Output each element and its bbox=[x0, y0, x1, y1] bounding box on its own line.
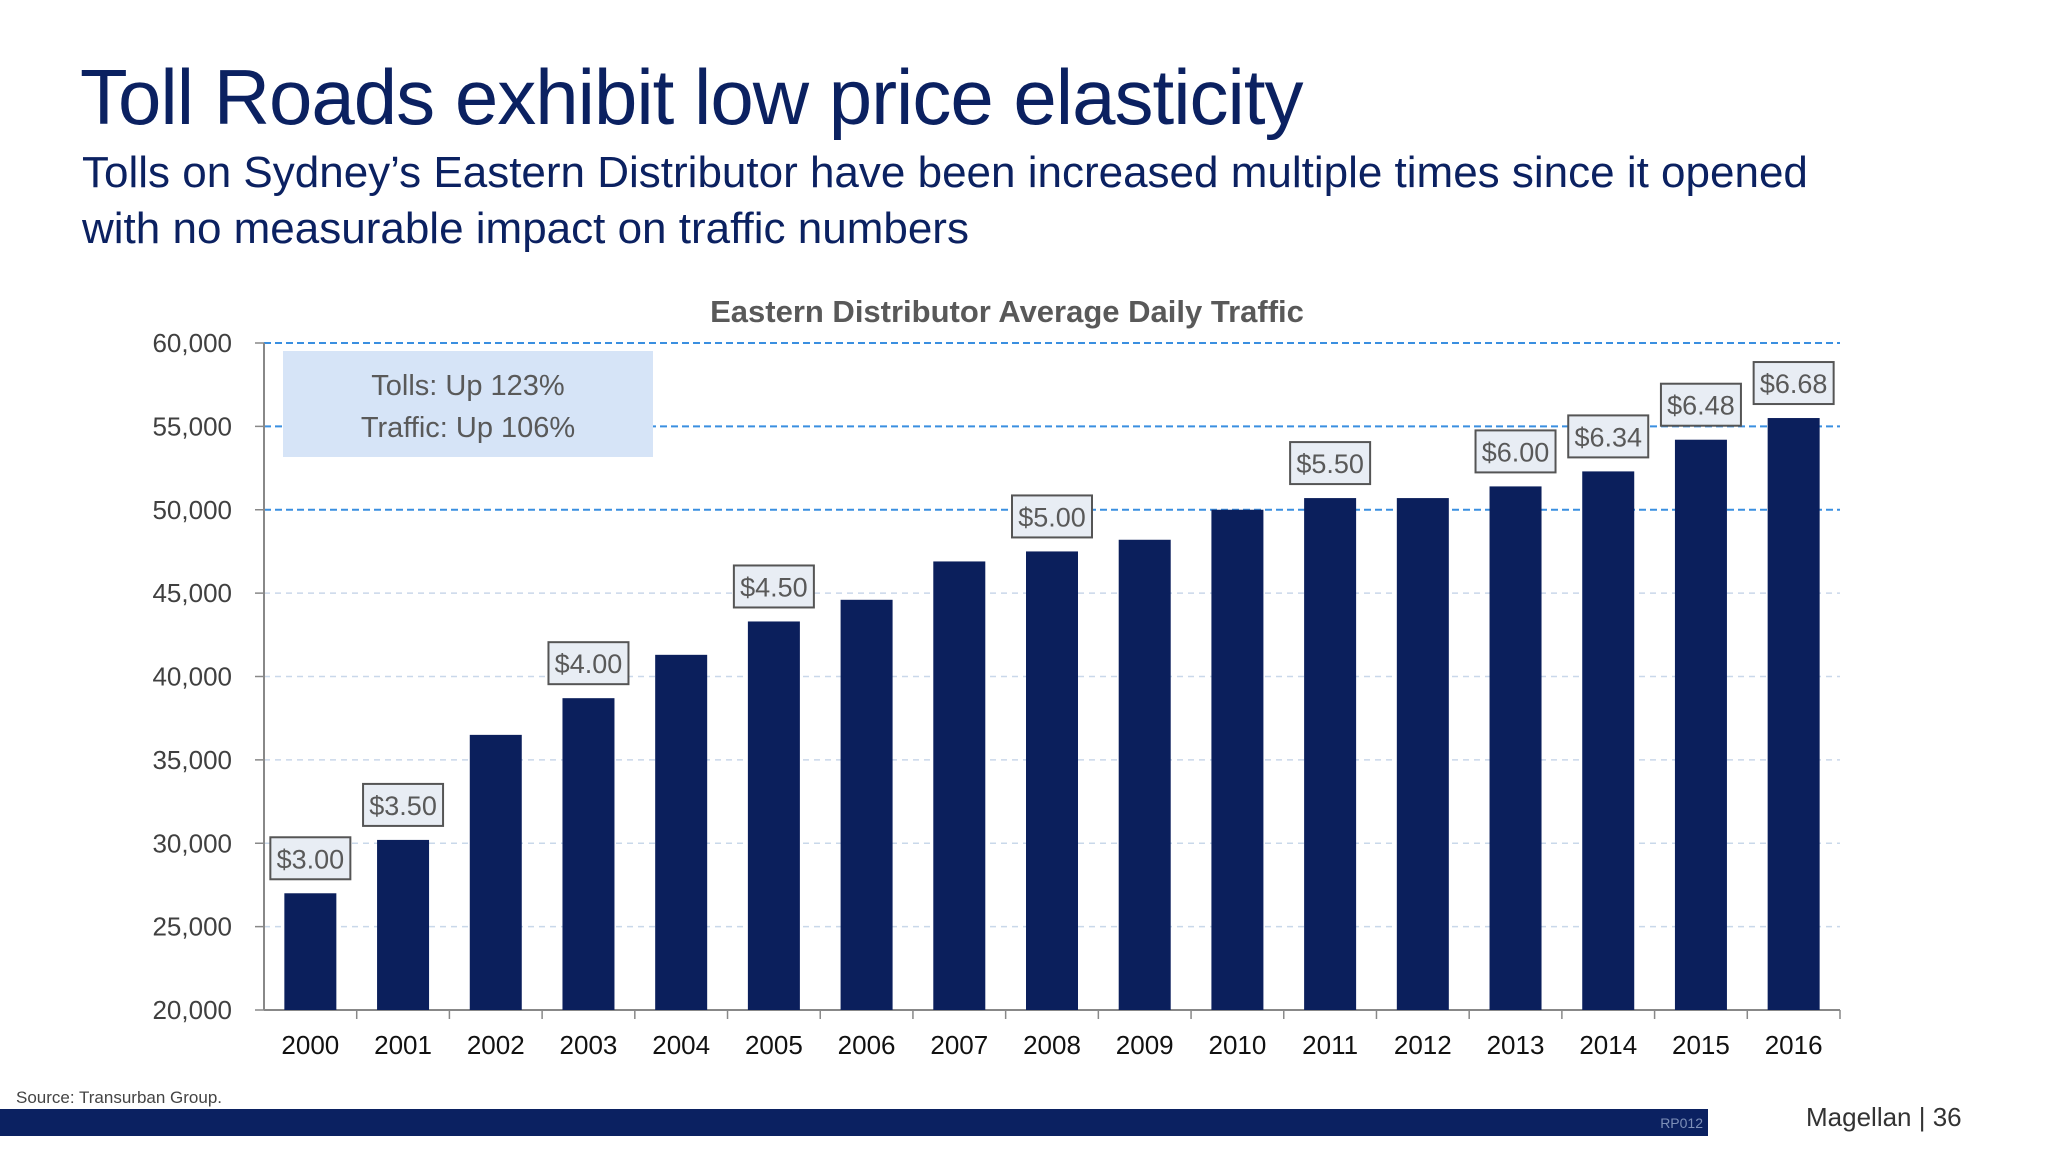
toll-label-box bbox=[547, 641, 630, 686]
toll-label: $3.00 bbox=[277, 844, 345, 874]
bar-2013 bbox=[1489, 486, 1542, 1010]
x-tick-label: 2004 bbox=[652, 1030, 710, 1060]
bar-2003 bbox=[562, 698, 615, 1010]
toll-label-box bbox=[362, 782, 445, 827]
bar-2016 bbox=[1767, 418, 1820, 1011]
bar-2004 bbox=[655, 654, 708, 1010]
toll-label: $6.48 bbox=[1667, 391, 1735, 421]
y-tick-label: 30,000 bbox=[152, 828, 232, 858]
x-tick-label: 2013 bbox=[1487, 1030, 1545, 1060]
toll-label: $5.50 bbox=[1296, 449, 1364, 479]
x-tick-label: 2014 bbox=[1579, 1030, 1637, 1060]
toll-label-box bbox=[1567, 414, 1650, 459]
toll-label: $6.68 bbox=[1760, 369, 1828, 399]
toll-label-box bbox=[1659, 382, 1742, 427]
callout-line: Traffic: Up 106% bbox=[361, 412, 575, 444]
footer-code: RP012 bbox=[1660, 1115, 1703, 1131]
bar-2006 bbox=[840, 599, 893, 1010]
x-tick-label: 2000 bbox=[281, 1030, 339, 1060]
x-tick-label: 2015 bbox=[1672, 1030, 1730, 1060]
bar-2000 bbox=[284, 893, 337, 1010]
toll-label: $4.00 bbox=[555, 649, 623, 679]
callout-line: Tolls: Up 123% bbox=[371, 370, 564, 402]
bar-2009 bbox=[1118, 539, 1171, 1010]
bar-2011 bbox=[1304, 498, 1357, 1010]
x-tick-label: 2012 bbox=[1394, 1030, 1452, 1060]
toll-label: $4.50 bbox=[740, 572, 808, 602]
toll-label: $6.00 bbox=[1482, 437, 1550, 467]
slide-title: Toll Roads exhibit low price elasticity bbox=[80, 53, 1304, 141]
y-tick-label: 35,000 bbox=[152, 745, 232, 775]
bar-2001 bbox=[377, 839, 430, 1010]
bar-2014 bbox=[1582, 471, 1635, 1011]
y-tick-label: 20,000 bbox=[152, 995, 232, 1025]
toll-label: $6.34 bbox=[1574, 422, 1642, 452]
footer-brand: Magellan | 36 bbox=[1806, 1102, 1962, 1132]
axes: 20,000 25,000 30,000 35,000 40,000 45,000 50,0… bbox=[152, 328, 1841, 1060]
bar-2010 bbox=[1211, 509, 1264, 1010]
bar-2012 bbox=[1396, 498, 1449, 1010]
x-tick-label: 2006 bbox=[838, 1030, 896, 1060]
x-tick-label: 2016 bbox=[1765, 1030, 1823, 1060]
footer-bar: RP012 bbox=[0, 1109, 1708, 1136]
x-tick-label: 2008 bbox=[1023, 1030, 1081, 1060]
y-tick-label: 25,000 bbox=[152, 912, 232, 942]
toll-label-box bbox=[1289, 441, 1372, 486]
y-tick-label: 45,000 bbox=[152, 578, 232, 608]
toll-label-box bbox=[1011, 494, 1093, 539]
toll-label-box bbox=[269, 836, 352, 881]
callout-background bbox=[283, 351, 653, 457]
callout-box: Tolls: Up 123% Traffic: Up 106% bbox=[283, 351, 653, 457]
toll-label: $5.00 bbox=[1018, 502, 1086, 532]
bar-2008 bbox=[1026, 551, 1078, 1010]
toll-label-box bbox=[1752, 361, 1835, 406]
x-tick-label: 2002 bbox=[467, 1030, 525, 1060]
y-tick-label: 50,000 bbox=[152, 495, 232, 525]
y-tick-label: 55,000 bbox=[152, 411, 232, 441]
toll-label-box bbox=[1474, 429, 1557, 474]
chart-title: Eastern Distributor Average Daily Traffi… bbox=[710, 294, 1304, 329]
slide-subtitle: Tolls on Sydney’s Eastern Distributor ha… bbox=[82, 148, 1808, 253]
x-tick-label: 2005 bbox=[745, 1030, 803, 1060]
x-tick-label: 2009 bbox=[1116, 1030, 1174, 1060]
source-note: Source: Transurban Group. bbox=[16, 1088, 223, 1107]
toll-labels: $3.00 $3.50 $4.00 $4.50 $5.00 $5.50 $6.00 $6.34… bbox=[269, 361, 1835, 881]
y-tick-label: 40,000 bbox=[152, 662, 232, 692]
x-tick-label: 2010 bbox=[1208, 1030, 1266, 1060]
bar-2007 bbox=[933, 561, 986, 1010]
bar-2005 bbox=[747, 621, 800, 1010]
bars bbox=[284, 418, 1820, 1011]
y-tick-label: 60,000 bbox=[152, 328, 232, 358]
toll-label-box bbox=[732, 564, 815, 609]
bar-2002 bbox=[469, 734, 522, 1010]
toll-label: $3.50 bbox=[369, 791, 437, 821]
x-tick-label: 2007 bbox=[930, 1030, 988, 1060]
x-tick-label: 2003 bbox=[560, 1030, 618, 1060]
bar-2015 bbox=[1674, 439, 1727, 1011]
x-tick-label: 2001 bbox=[374, 1030, 432, 1060]
x-tick-label: 2011 bbox=[1302, 1030, 1358, 1060]
